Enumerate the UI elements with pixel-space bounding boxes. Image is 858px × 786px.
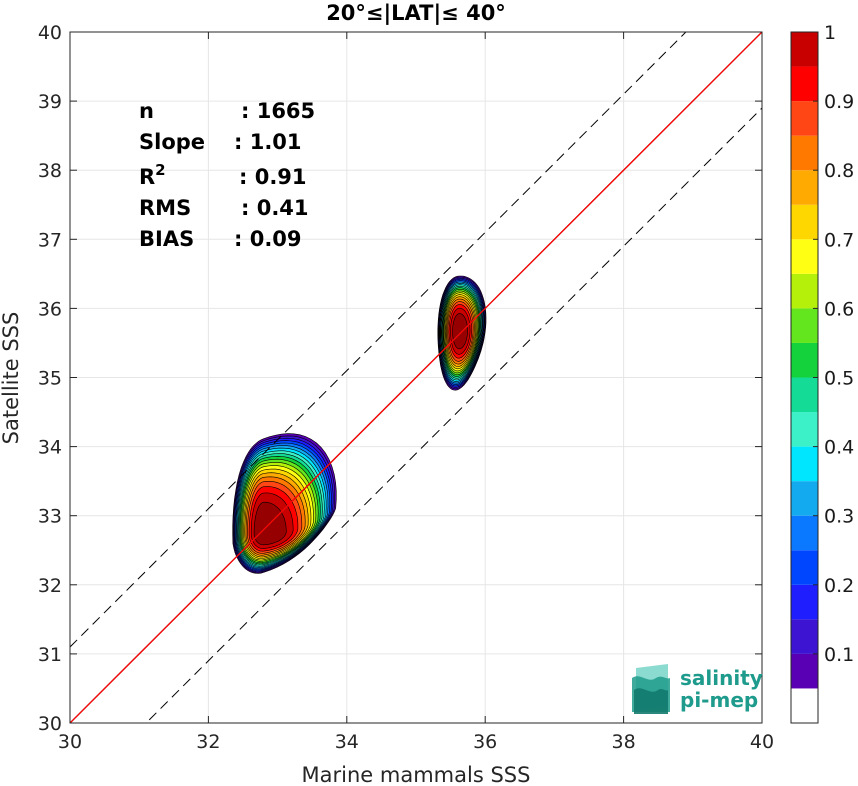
colorbar-tick-label: 0.1 [824, 644, 854, 666]
colorbar-band [791, 135, 818, 171]
colorbar-band [791, 446, 818, 482]
colorbar-band [791, 342, 818, 378]
colorbar-band [791, 619, 818, 654]
line-upper-bound [70, 32, 687, 648]
stat-value: : 1.01 [234, 130, 302, 154]
y-tick-label: 35 [38, 368, 62, 390]
y-tick-label: 37 [38, 229, 62, 251]
colorbar-band [791, 688, 818, 723]
salinity-pi-mep-logo: salinity pi-mep [632, 664, 763, 714]
logo-text-pi-mep: pi-mep [680, 688, 758, 712]
colorbar-band [791, 308, 818, 343]
colorbar-band [791, 32, 818, 67]
stat-superscript: 2 [155, 161, 165, 179]
stat-value: : 1665 [241, 99, 315, 123]
colorbar-band [791, 170, 818, 205]
colorbar-band [791, 515, 818, 551]
colorbar: 0.1 0.2 0.3 0.4 0.5 0.6 0.7 0.8 0.9 1 [790, 22, 854, 724]
colorbar-tick-label: 0.6 [824, 298, 854, 320]
x-tick-label: 30 [58, 731, 82, 753]
colorbar-tick-label: 0.9 [824, 91, 854, 113]
stat-name: RMS [139, 196, 191, 220]
colorbar-band [791, 101, 818, 136]
y-tick-label: 36 [38, 298, 62, 320]
y-axis: 30 31 32 33 34 35 36 37 38 39 40 [38, 22, 762, 735]
colorbar-band [791, 273, 818, 309]
x-axis: 30 32 34 36 38 40 [58, 32, 774, 753]
y-tick-label: 30 [38, 713, 62, 735]
colorbar-tick-label: 0.5 [824, 368, 854, 390]
y-tick-label: 40 [38, 22, 62, 44]
colorbar-band [791, 481, 818, 516]
colorbar-tick-label: 0.8 [824, 160, 854, 182]
y-tick-label: 31 [38, 644, 62, 666]
y-tick-label: 34 [38, 437, 62, 459]
x-tick-label: 36 [473, 731, 497, 753]
x-tick-label: 40 [750, 731, 774, 753]
colorbar-tick-label: 0.2 [824, 575, 854, 597]
stat-value: : 0.91 [239, 165, 307, 189]
colorbar-band [791, 66, 818, 102]
x-tick-label: 32 [196, 731, 220, 753]
stat-name: Slope [139, 130, 205, 154]
colorbar-band [791, 377, 818, 413]
stat-value: : 0.09 [234, 227, 302, 251]
stat-value: : 0.41 [241, 196, 309, 220]
y-tick-label: 38 [38, 160, 62, 182]
y-tick-label: 33 [38, 506, 62, 528]
logo-text-salinity: salinity [680, 666, 763, 690]
colorbar-tick-label: 0.4 [824, 437, 854, 459]
grid [69, 31, 763, 724]
y-tick-label: 32 [38, 575, 62, 597]
line-lower-bound [145, 107, 762, 723]
chart-title: 20°≤|LAT|≤ 40° [326, 1, 506, 26]
colorbar-tick-label: 0.7 [824, 229, 854, 251]
y-axis-label: Satellite SSS [0, 312, 23, 445]
x-axis-label: Marine mammals SSS [302, 763, 531, 786]
x-tick-label: 34 [335, 731, 359, 753]
contour-band [452, 313, 468, 350]
reference-lines [70, 32, 762, 723]
colorbar-band [791, 584, 818, 620]
logo-icon [632, 664, 670, 714]
y-tick-label: 39 [38, 91, 62, 113]
density-contours [232, 275, 487, 574]
colorbar-band [791, 653, 818, 689]
stat-name: n [139, 99, 154, 123]
stat-name: BIAS [139, 227, 194, 251]
line-regression [70, 32, 762, 723]
colorbar-band [791, 239, 818, 274]
colorbar-band [791, 412, 818, 447]
colorbar-tick-label: 1 [824, 22, 836, 44]
colorbar-band [791, 550, 818, 585]
colorbar-band [791, 204, 818, 240]
x-tick-label: 38 [612, 731, 636, 753]
colorbar-tick-label: 0.3 [824, 506, 854, 528]
